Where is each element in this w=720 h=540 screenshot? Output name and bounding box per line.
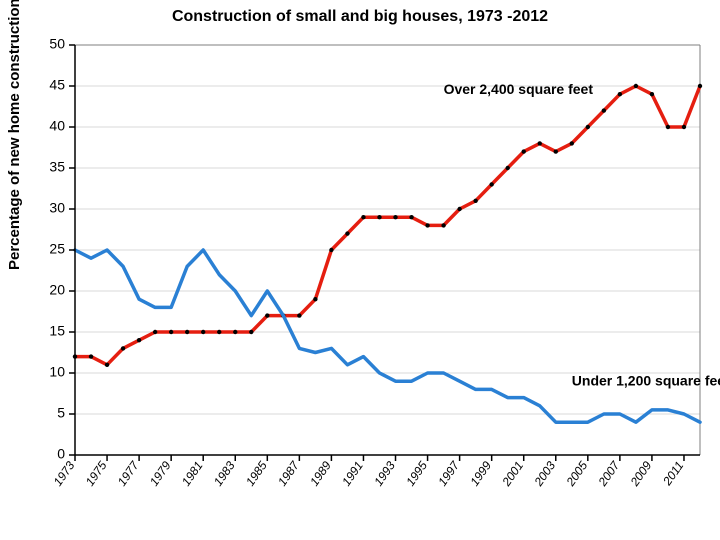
marker-over2400	[618, 92, 622, 96]
chart-title: Construction of small and big houses, 19…	[0, 8, 720, 26]
marker-over2400	[489, 182, 493, 186]
x-tick-label: 1991	[339, 459, 366, 489]
marker-over2400	[409, 215, 413, 219]
x-tick-label: 1977	[115, 458, 143, 489]
marker-over2400	[345, 231, 349, 235]
x-tick-label: 1975	[83, 458, 110, 488]
chart-container: Construction of small and big houses, 19…	[0, 0, 720, 540]
marker-over2400	[377, 215, 381, 219]
y-tick-label: 25	[49, 241, 65, 257]
x-tick-label: 2009	[627, 458, 655, 489]
marker-over2400	[634, 84, 638, 88]
x-tick-label: 1985	[243, 458, 270, 488]
x-tick-label: 2007	[595, 458, 623, 490]
marker-over2400	[105, 363, 109, 367]
x-tick-label: 2003	[531, 458, 559, 489]
marker-over2400	[473, 199, 477, 203]
marker-over2400	[201, 330, 205, 334]
marker-over2400	[457, 207, 461, 211]
y-tick-label: 30	[49, 200, 65, 216]
marker-over2400	[233, 330, 237, 334]
marker-over2400	[441, 223, 445, 227]
x-tick-label: 1993	[371, 458, 398, 488]
x-tick-label: 1979	[147, 458, 174, 488]
x-tick-label: 1973	[51, 458, 78, 488]
y-tick-label: 0	[57, 446, 65, 462]
marker-over2400	[666, 125, 670, 129]
marker-over2400	[169, 330, 173, 334]
y-tick-label: 35	[49, 159, 65, 175]
x-tick-label: 1983	[211, 458, 238, 488]
chart-plot: Over 2,400 square feet Under 1,200 square…	[0, 0, 720, 540]
marker-over2400	[570, 141, 574, 145]
marker-over2400	[650, 92, 654, 96]
marker-over2400	[554, 149, 558, 153]
marker-over2400	[89, 354, 93, 358]
y-tick-label: 15	[49, 323, 65, 339]
x-tick-label: 2005	[563, 458, 591, 489]
y-tick-label: 10	[49, 364, 65, 380]
marker-over2400	[682, 125, 686, 129]
y-tick-label: 20	[49, 282, 65, 298]
x-tick-label: 1981	[179, 459, 206, 489]
marker-over2400	[602, 108, 606, 112]
y-tick-label: 40	[49, 118, 65, 134]
marker-over2400	[361, 215, 365, 219]
marker-over2400	[313, 297, 317, 301]
series-label-under1200: Under 1,200 square feet	[572, 372, 720, 388]
marker-over2400	[505, 166, 509, 170]
x-tick-label: 1997	[435, 458, 463, 489]
x-tick-label: 1999	[467, 458, 494, 488]
marker-over2400	[586, 125, 590, 129]
marker-over2400	[121, 346, 125, 350]
marker-over2400	[393, 215, 397, 219]
marker-over2400	[538, 141, 542, 145]
y-axis-label: Percentage of new home construction	[6, 0, 23, 270]
marker-over2400	[425, 223, 429, 227]
x-tick-label: 1989	[307, 458, 334, 488]
marker-over2400	[137, 338, 141, 342]
series-label-over2400: Over 2,400 square feet	[444, 81, 594, 97]
x-tick-label: 1995	[403, 458, 430, 488]
marker-over2400	[698, 84, 702, 88]
marker-over2400	[522, 149, 526, 153]
y-tick-label: 5	[57, 405, 65, 421]
marker-over2400	[249, 330, 253, 334]
marker-over2400	[185, 330, 189, 334]
marker-over2400	[153, 330, 157, 334]
marker-over2400	[329, 248, 333, 252]
x-tick-label: 1987	[275, 458, 303, 489]
y-tick-label: 50	[49, 36, 65, 52]
marker-over2400	[297, 313, 301, 317]
marker-over2400	[217, 330, 221, 334]
x-tick-label: 2011	[660, 459, 687, 489]
marker-over2400	[265, 313, 269, 317]
x-tick-label: 2001	[499, 459, 526, 490]
y-tick-label: 45	[49, 77, 65, 93]
